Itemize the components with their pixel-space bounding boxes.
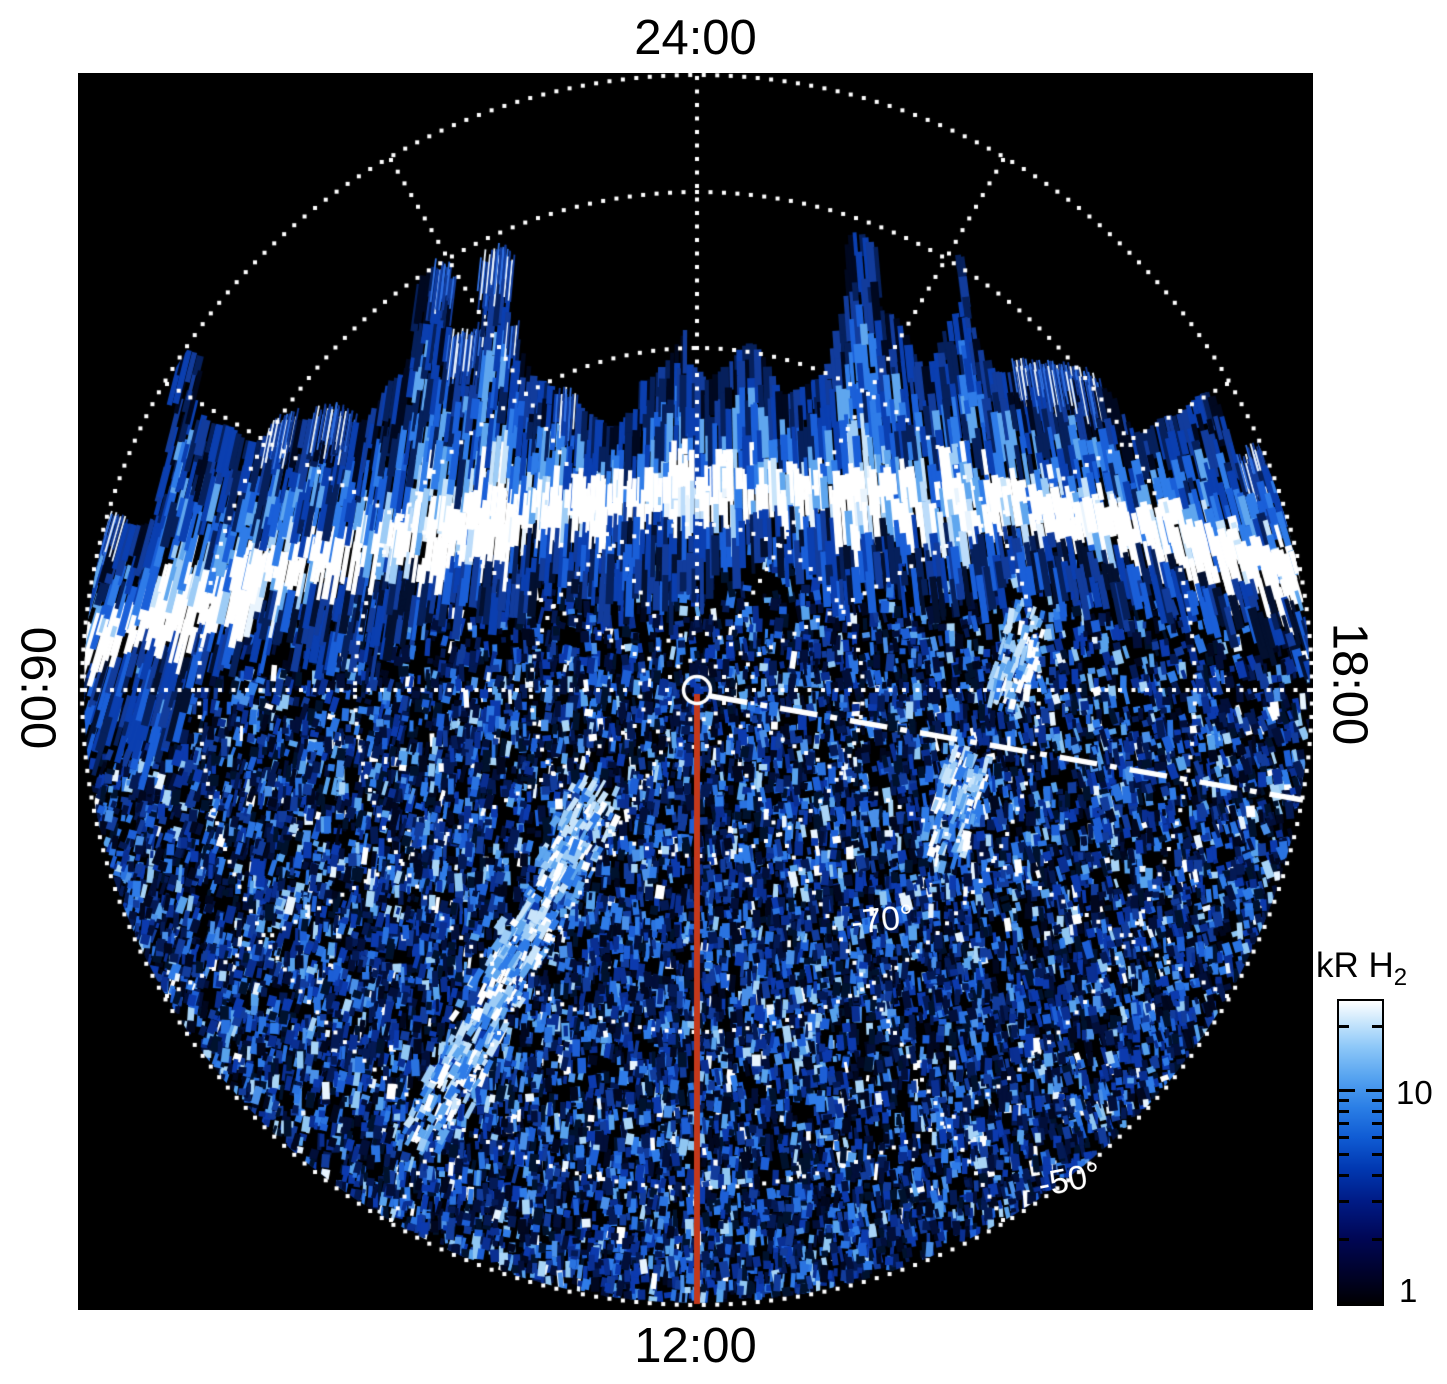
- latitude-ring-label-70: -70°: [849, 897, 916, 943]
- colorbar-minor-tick: [1339, 1024, 1349, 1028]
- colorbar-minor-tick: [1339, 1098, 1349, 1102]
- colorbar-major-tick: [1366, 1089, 1382, 1092]
- colorbar-minor-tick: [1339, 1200, 1349, 1204]
- colorbar-minor-tick: [1372, 1173, 1382, 1177]
- local-time-label-1800: 18:00: [1322, 622, 1377, 746]
- colorbar-major-tick: [1339, 1302, 1355, 1305]
- colorbar-minor-tick: [1339, 1109, 1349, 1113]
- colorbar-minor-tick: [1372, 1024, 1382, 1028]
- colorbar-minor-tick: [1339, 1173, 1349, 1177]
- aurora-image-canvas: [78, 73, 1313, 1310]
- colorbar-minor-tick: [1372, 1121, 1382, 1125]
- colorbar-minor-tick: [1339, 1237, 1349, 1241]
- colorbar-tick-label-10: 10: [1396, 1074, 1433, 1111]
- colorbar-minor-tick: [1372, 1200, 1382, 1204]
- colorbar-minor-tick: [1372, 1153, 1382, 1157]
- colorbar-minor-tick: [1339, 1121, 1349, 1125]
- polar-projection-plot: [78, 73, 1313, 1310]
- colorbar-title: kR H2: [1316, 948, 1407, 990]
- colorbar-minor-tick: [1339, 1153, 1349, 1157]
- colorbar-minor-tick: [1372, 1098, 1382, 1102]
- colorbar-major-tick: [1339, 1089, 1355, 1092]
- colorbar-minor-tick: [1372, 1136, 1382, 1140]
- colorbar-gradient: [1337, 999, 1384, 1306]
- colorbar-tick-label-1: 1: [1399, 1272, 1418, 1309]
- colorbar-major-tick: [1366, 1302, 1382, 1305]
- colorbar-title-main: kR H: [1316, 946, 1394, 985]
- colorbar-minor-tick: [1372, 1109, 1382, 1113]
- local-time-label-0600: 06:00: [10, 626, 65, 750]
- colorbar-minor-tick: [1372, 1237, 1382, 1241]
- local-time-label-1200: 12:00: [634, 1319, 757, 1373]
- colorbar-minor-tick: [1339, 1136, 1349, 1140]
- local-time-label-2400: 24:00: [634, 11, 757, 65]
- colorbar-title-subscript: 2: [1393, 964, 1408, 991]
